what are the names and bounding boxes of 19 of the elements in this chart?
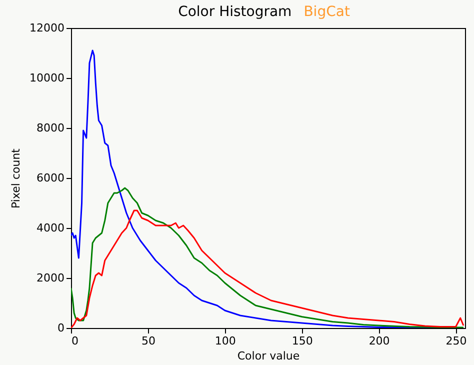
y-tick-label: 6000 xyxy=(36,172,64,184)
x-axis-title: Color value xyxy=(237,350,300,362)
y-tick-label: 2000 xyxy=(36,272,64,284)
x-tick-label: 100 xyxy=(214,334,236,348)
y-axis-title: Pixel count xyxy=(10,148,23,208)
line-series xyxy=(71,210,464,328)
x-tick-label: 200 xyxy=(368,334,390,348)
x-tick-label: 250 xyxy=(446,334,467,348)
y-tick-label: 10000 xyxy=(30,72,64,84)
chart-title: Color Histogram xyxy=(178,4,292,20)
y-tick-label: 8000 xyxy=(36,122,64,134)
line-series xyxy=(71,187,464,328)
text: BigCat xyxy=(304,4,350,20)
y-tick-label: 4000 xyxy=(36,222,64,234)
x-tick-label: 50 xyxy=(141,334,156,348)
y-tick-label: 0 xyxy=(58,322,64,334)
y-tick-label: 12000 xyxy=(30,22,64,34)
x-tick-label: 0 xyxy=(72,334,78,348)
x-tick-label: 150 xyxy=(292,334,313,348)
